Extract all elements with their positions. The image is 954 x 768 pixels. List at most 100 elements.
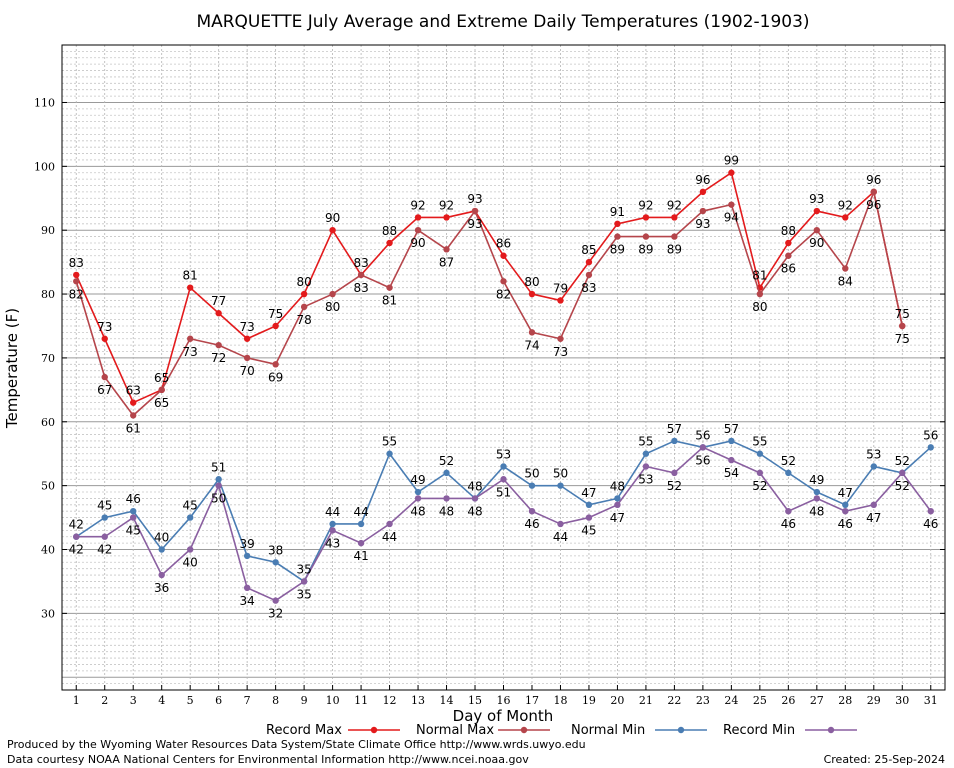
- normal-max-value-label: 83: [353, 281, 368, 295]
- normal-max-point: [614, 233, 621, 240]
- x-tick-label: 12: [383, 694, 397, 707]
- record-max-point: [130, 399, 137, 406]
- normal-min-point: [842, 501, 849, 509]
- record-min-value-label: 35: [296, 587, 311, 601]
- legend-item-normal-max: Normal Max: [416, 723, 550, 738]
- record-max-value-label: 79: [553, 281, 568, 295]
- normal-max-value-label: 86: [781, 262, 796, 276]
- record-min-point: [186, 546, 194, 553]
- legend-label: Normal Min: [571, 723, 645, 738]
- normal-max-point: [585, 271, 593, 279]
- normal-min-point: [870, 463, 877, 470]
- normal-max-value-label: 94: [724, 211, 739, 225]
- record-max-value-label: 88: [382, 224, 397, 238]
- record-max-value-label: 81: [752, 269, 767, 283]
- normal-min-point: [215, 476, 222, 483]
- normal-min-value-label: 45: [183, 499, 198, 513]
- normal-min-point: [728, 437, 735, 445]
- normal-max-point: [414, 226, 422, 234]
- legend-item-record-max: Record Max: [266, 723, 400, 738]
- normal-min-point: [443, 469, 450, 477]
- record-min-point: [785, 507, 792, 515]
- record-min-value-label: 42: [69, 543, 84, 557]
- x-tick-label: 6: [215, 694, 222, 707]
- normal-max-point: [785, 252, 792, 259]
- record-max-value-label: 85: [581, 243, 596, 257]
- legend-swatch-marker: [370, 726, 378, 734]
- y-tick-label: 60: [41, 416, 55, 429]
- x-tick-label: 22: [667, 694, 681, 707]
- x-tick-label: 4: [158, 694, 165, 707]
- normal-min-point: [186, 514, 194, 521]
- record-max-point: [557, 297, 564, 304]
- x-tick-label: 5: [187, 694, 194, 707]
- record-max-value-label: 92: [410, 198, 425, 212]
- record-max-point: [614, 220, 621, 228]
- normal-min-value-label: 55: [638, 435, 653, 449]
- record-min-point: [899, 469, 906, 477]
- normal-max-value-label: 89: [667, 243, 682, 257]
- x-tick-label: 1: [73, 694, 80, 707]
- normal-max-point: [329, 290, 336, 298]
- record-min-point: [642, 463, 650, 470]
- record-min-point: [756, 469, 764, 477]
- series-group: [73, 169, 934, 604]
- record-min-value-label: 34: [240, 594, 255, 608]
- normal-min-point: [500, 463, 507, 470]
- normal-min-value-label: 49: [809, 473, 824, 487]
- record-max-value-label: 63: [126, 384, 141, 398]
- normal-min-point: [813, 488, 821, 496]
- normal-max-value-label: 81: [382, 294, 397, 308]
- normal-min-value-label: 44: [353, 505, 368, 519]
- normal-min-value-label: 42: [69, 518, 84, 532]
- normal-min-point: [357, 520, 365, 528]
- legend-label: Record Min: [723, 723, 795, 738]
- normal-max-value-label: 78: [296, 313, 311, 327]
- record-min-point: [357, 539, 365, 547]
- normal-min-point: [756, 450, 764, 457]
- record-max-value-label: 83: [69, 256, 84, 270]
- normal-max-point: [243, 354, 251, 362]
- record-min-value-label: 41: [353, 549, 368, 563]
- normal-max-value-label: 96: [866, 198, 881, 212]
- record-min-point: [272, 597, 279, 604]
- record-min-value-label: 56: [695, 453, 710, 467]
- record-min-point: [158, 571, 165, 579]
- x-tick-label: 30: [895, 694, 909, 707]
- normal-min-value-label: 56: [695, 428, 710, 442]
- y-axis-label: Temperature (F): [3, 308, 21, 429]
- record-min-point: [471, 495, 479, 502]
- normal-min-value-label: 38: [268, 543, 283, 557]
- record-max-point: [528, 290, 536, 298]
- normal-min-point: [130, 507, 137, 515]
- record-max-point: [500, 252, 507, 259]
- record-min-point: [130, 514, 137, 521]
- record-max-value-label: 91: [610, 205, 625, 219]
- record-max-value-label: 92: [838, 198, 853, 212]
- normal-min-value-label: 56: [923, 428, 938, 442]
- record-min-point: [243, 584, 251, 592]
- record-min-value-label: 40: [183, 556, 198, 570]
- record-min-value-label: 36: [154, 581, 169, 595]
- record-max-point: [414, 214, 422, 221]
- normal-min-point: [785, 469, 792, 477]
- record-min-value-label: 46: [781, 517, 796, 531]
- normal-max-value-label: 84: [838, 275, 853, 289]
- normal-min-value-label: 40: [154, 531, 169, 545]
- record-max-point: [300, 290, 308, 298]
- normal-min-value-label: 48: [467, 479, 482, 493]
- record-min-point: [585, 514, 593, 521]
- legend-label: Record Max: [266, 723, 342, 738]
- record-min-point: [528, 507, 536, 515]
- x-tick-label: 2: [101, 694, 108, 707]
- normal-max-value-label: 87: [439, 255, 454, 269]
- y-tick-label: 100: [34, 160, 55, 173]
- x-tick-label: 11: [354, 694, 368, 707]
- y-tick-label: 40: [41, 544, 55, 557]
- normal-max-value-label: 75: [895, 332, 910, 346]
- record-max-value-label: 92: [439, 198, 454, 212]
- normal-min-value-label: 47: [581, 486, 596, 500]
- record-min-value-label: 46: [838, 517, 853, 531]
- x-tick-label: 23: [696, 694, 710, 707]
